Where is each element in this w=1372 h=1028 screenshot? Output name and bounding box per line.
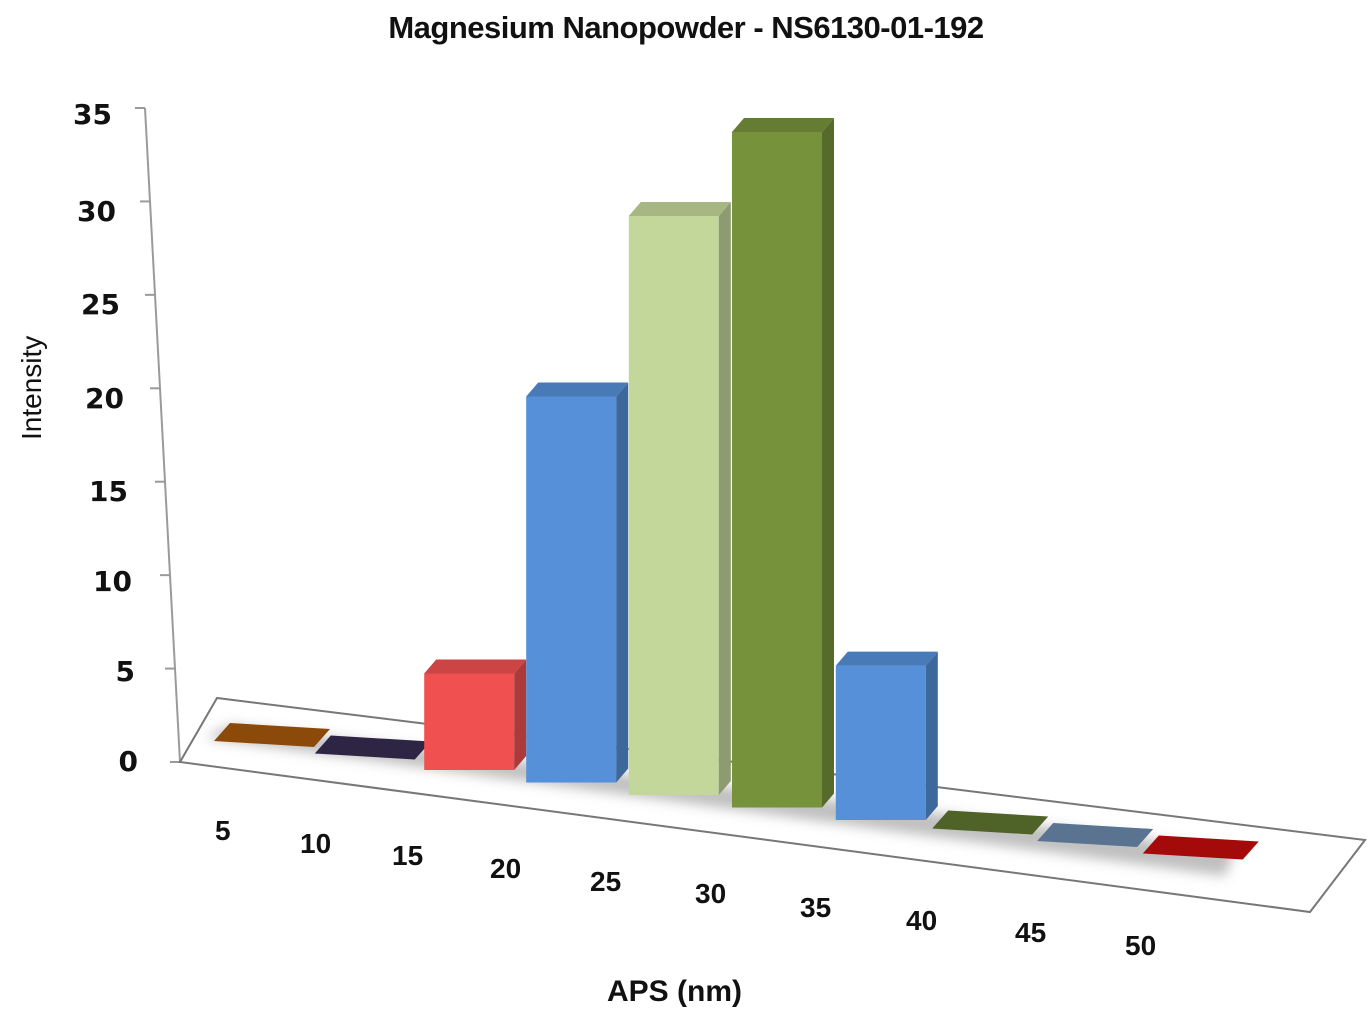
x-tick: 25 <box>590 866 622 897</box>
x-tick: 15 <box>392 840 424 871</box>
x-tick: 45 <box>1015 917 1047 948</box>
y-tick: 35 <box>73 98 112 131</box>
bar-20 <box>526 382 629 783</box>
y-tick: 10 <box>93 565 132 598</box>
chart-title: Magnesium Nanopowder - NS6130-01-192 <box>388 10 984 45</box>
x-tick: 5 <box>215 815 231 846</box>
y-tick: 30 <box>77 195 116 228</box>
x-axis-label: APS (nm) <box>607 975 742 1008</box>
bar-10 <box>314 735 431 760</box>
bar-30 <box>732 118 834 808</box>
x-tick: 20 <box>490 853 522 884</box>
bar-35 <box>835 651 938 820</box>
y-axis-line <box>144 107 181 763</box>
bar-45 <box>1037 823 1154 847</box>
y-tick: 25 <box>81 288 120 321</box>
bar-25 <box>628 202 731 795</box>
bar-15 <box>424 659 527 770</box>
x-tick: 35 <box>800 892 832 923</box>
y-tick: 20 <box>85 382 124 415</box>
x-tick: 40 <box>906 905 938 936</box>
y-tick: 15 <box>89 475 128 508</box>
x-tick: 50 <box>1125 930 1157 961</box>
y-tick: 5 <box>115 655 135 688</box>
bar-50 <box>1142 835 1259 860</box>
x-tick: 30 <box>695 878 727 909</box>
x-tick: 10 <box>300 828 332 859</box>
bar-40 <box>932 810 1049 835</box>
bar-5 <box>214 723 330 747</box>
y-tick: 0 <box>118 745 138 778</box>
